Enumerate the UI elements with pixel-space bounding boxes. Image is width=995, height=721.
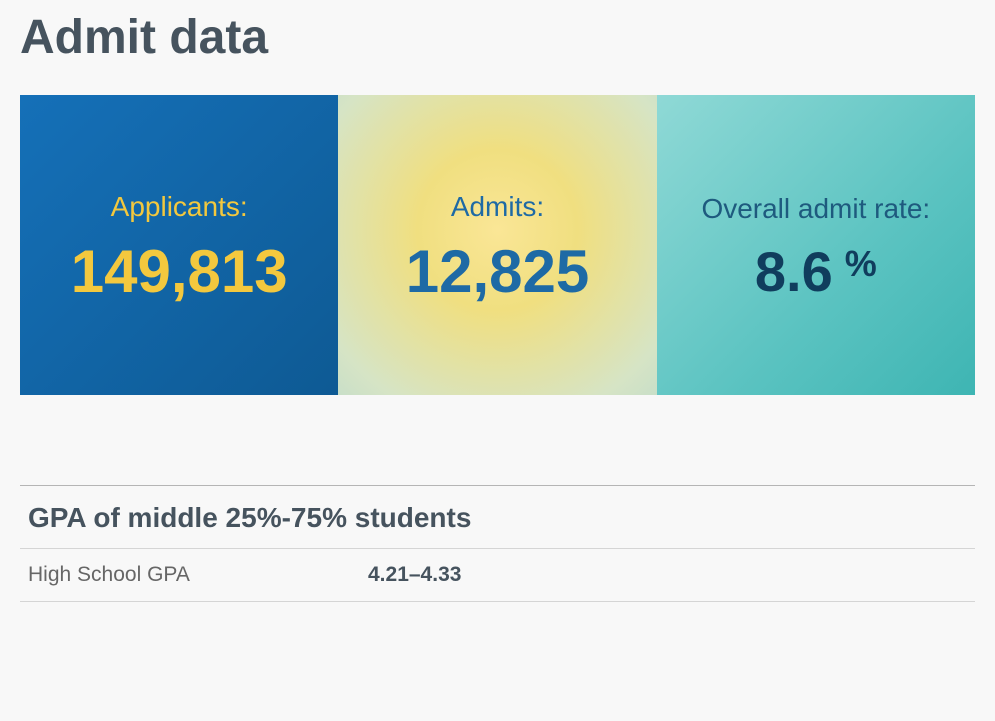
admits-value: 12,825	[406, 242, 590, 302]
stat-card-applicants: Applicants: 149,813	[20, 95, 338, 395]
gpa-row-label: High School GPA	[28, 563, 368, 587]
gpa-row-value: 4.21–4.33	[368, 563, 461, 587]
admits-label: Admits:	[451, 189, 544, 224]
rate-number: 8.6	[755, 240, 833, 303]
table-row: High School GPA 4.21–4.33	[20, 549, 975, 602]
gpa-section: GPA of middle 25%-75% students High Scho…	[20, 485, 975, 602]
gpa-header-row: GPA of middle 25%-75% students	[20, 486, 975, 549]
stats-row: Applicants: 149,813 Admits: 12,825 Overa…	[20, 95, 975, 395]
stat-card-rate: Overall admit rate: 8.6%	[657, 95, 975, 395]
rate-unit: %	[845, 246, 877, 282]
gpa-title: GPA of middle 25%-75% students	[28, 502, 967, 534]
applicants-value: 149,813	[71, 242, 288, 302]
rate-value: 8.6%	[755, 244, 877, 300]
page-title: Admit data	[20, 10, 975, 65]
applicants-label: Applicants:	[111, 189, 248, 224]
rate-label: Overall admit rate:	[701, 191, 930, 226]
stat-card-admits: Admits: 12,825	[338, 95, 656, 395]
